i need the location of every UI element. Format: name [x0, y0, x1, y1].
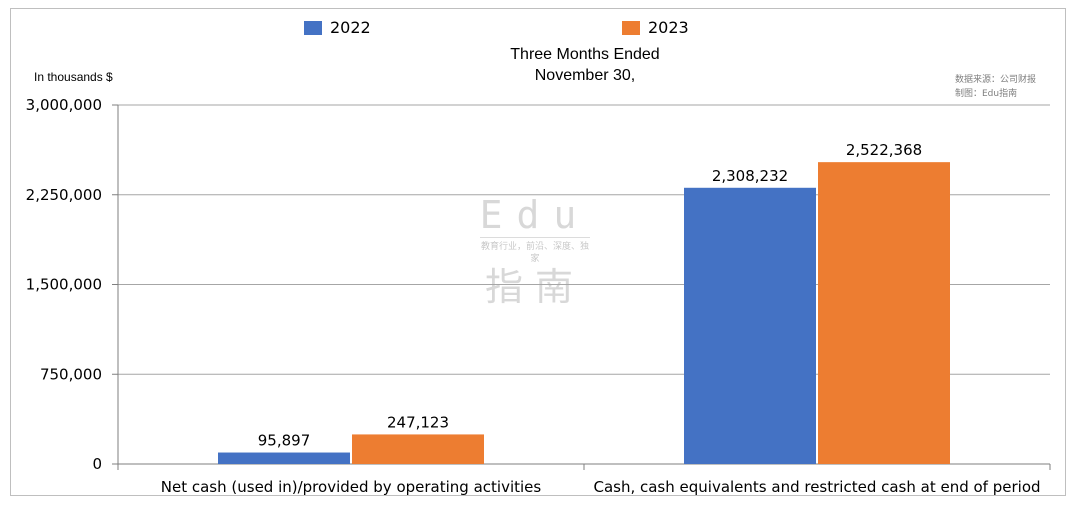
- legend-label-2023: 2023: [648, 18, 689, 37]
- source-note: 数据来源：公司财报 制图：Edu指南: [955, 73, 1036, 101]
- chart-title-line-2: November 30,: [534, 67, 636, 84]
- bar-2022-2: [684, 187, 816, 465]
- watermark-logo: Edu 教育行业，前沿、深度、独家 指南: [470, 195, 600, 309]
- watermark-top: Edu: [479, 193, 591, 237]
- watermark-middle: 教育行业，前沿、深度、独家: [480, 237, 590, 265]
- data-label-2023-2: 2,522,368: [846, 141, 922, 159]
- source-line-2: 制图：Edu指南: [954, 89, 1018, 99]
- y-tick-label: 750,000: [40, 365, 102, 383]
- unit-label: In thousands $: [34, 70, 113, 84]
- bar-2023-2: [818, 162, 950, 465]
- x-category-label: Cash, cash equivalents and restricted ca…: [593, 478, 1040, 496]
- y-tick-label: 0: [92, 455, 102, 473]
- chart-title-line-1: Three Months Ended: [510, 46, 660, 63]
- chart-title: Three Months Ended November 30,: [0, 44, 1080, 86]
- data-label-2022-1: 95,897: [258, 432, 311, 450]
- y-tick-label: 1,500,000: [26, 276, 102, 294]
- watermark-bottom: 指南: [484, 265, 585, 309]
- legend-item-2022: 2022: [304, 18, 371, 37]
- legend-swatch-2023: [622, 20, 640, 35]
- legend-swatch-2022: [304, 20, 322, 35]
- data-label-2023-1: 247,123: [387, 413, 449, 431]
- y-tick-label: 2,250,000: [26, 186, 102, 204]
- source-line-1: 数据来源：公司财报: [954, 75, 1036, 85]
- legend: 2022 2023: [0, 18, 1080, 42]
- legend-label-2022: 2022: [330, 18, 371, 37]
- data-label-2022-2: 2,308,232: [712, 167, 788, 185]
- x-category-label: Net cash (used in)/provided by operating…: [161, 478, 542, 496]
- bar-2023-1: [352, 434, 484, 464]
- bar-2022-1: [218, 452, 350, 464]
- y-tick-label: 3,000,000: [26, 96, 102, 114]
- legend-item-2023: 2023: [622, 18, 689, 37]
